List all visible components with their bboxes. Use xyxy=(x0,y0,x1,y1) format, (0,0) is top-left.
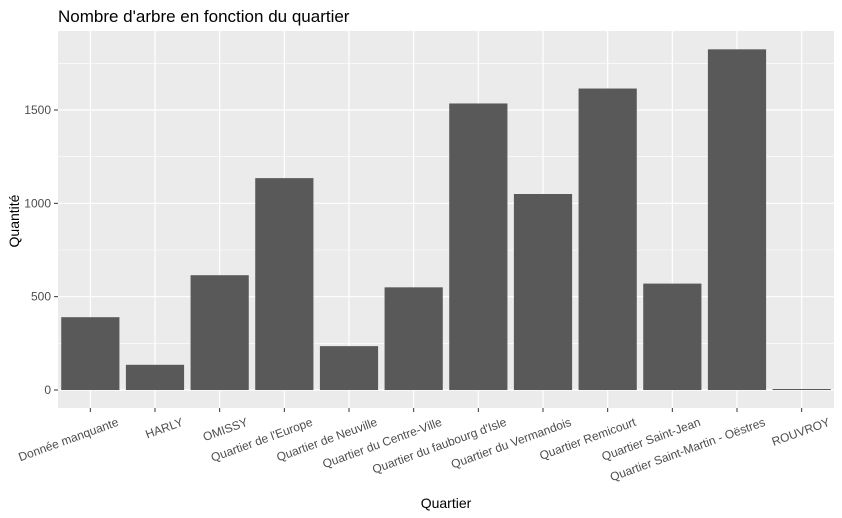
y-axis-title: Quantité xyxy=(6,194,22,247)
bars xyxy=(61,49,831,391)
bar-11 xyxy=(772,389,831,390)
x-tick-label-0: Donnée manquante xyxy=(17,415,121,464)
chart-title: Nombre d'arbre en fonction du quartier xyxy=(58,7,350,26)
bar-6 xyxy=(449,103,508,390)
y-tick-label-1: 500 xyxy=(31,290,51,304)
bar-4 xyxy=(319,346,379,390)
y-tick-label-0: 0 xyxy=(44,383,51,397)
bar-8 xyxy=(578,88,637,391)
bar-3 xyxy=(255,178,314,390)
bar-10 xyxy=(707,49,767,390)
bar-1 xyxy=(125,364,185,390)
bar-0 xyxy=(61,317,120,390)
grid-minor xyxy=(58,63,834,344)
y-axis-ticks: 0 500 1000 1500 xyxy=(24,103,58,397)
bar-5 xyxy=(384,287,443,390)
plot-panel xyxy=(58,31,834,408)
x-axis-title: Quartier xyxy=(421,495,472,511)
bar-9 xyxy=(643,283,702,390)
y-tick-label-2: 1000 xyxy=(24,196,51,210)
x-tick-label-11: ROUVROY xyxy=(770,415,832,449)
y-tick-label-3: 1500 xyxy=(24,103,51,117)
bar-2 xyxy=(190,275,249,390)
bar-7 xyxy=(513,194,573,390)
x-tick-label-1: HARLY xyxy=(143,415,185,442)
